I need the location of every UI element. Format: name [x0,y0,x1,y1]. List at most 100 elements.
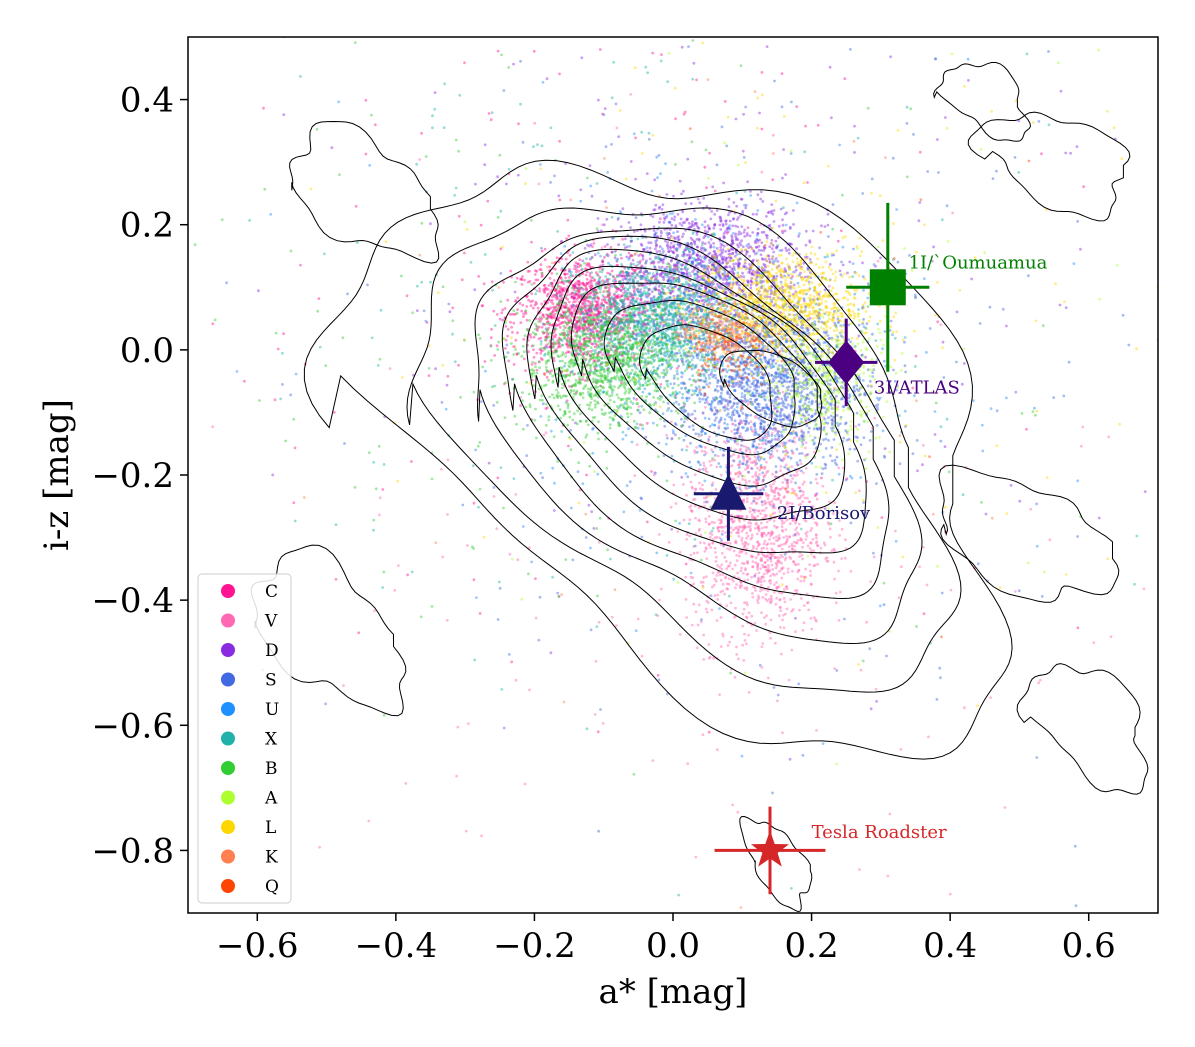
scatter-point [793,549,797,552]
scatter-point [806,601,809,605]
scatter-point [568,329,572,332]
scatter-point [756,525,760,529]
scatter-point [496,476,500,480]
scatter-point [744,468,747,471]
scatter-point [732,262,736,266]
scatter-point [1027,274,1030,278]
scatter-point [746,578,750,582]
scatter-point [837,569,840,573]
scatter-point [561,288,565,291]
scatter-point [848,260,852,264]
scatter-point [742,546,746,549]
scatter-point [707,656,711,660]
scatter-point [546,370,549,374]
scatter-point [620,274,623,278]
scatter-point [572,325,576,328]
scatter-point [587,308,590,311]
scatter-point [771,568,775,571]
scatter-point [669,241,673,245]
scatter-point [722,232,726,235]
scatter-point [603,317,606,320]
scatter-point [761,503,764,507]
scatter-point [464,829,468,833]
scatter-point [784,173,787,176]
scatter-point [554,348,558,352]
scatter-point [632,284,635,288]
scatter-point [611,302,615,306]
scatter-point [747,691,751,694]
scatter-point [393,589,397,592]
scatter-point [857,334,861,338]
scatter-point [591,327,595,330]
scatter-point [659,322,663,325]
scatter-point [707,241,711,244]
scatter-point [631,258,635,262]
scatter-point [744,568,747,572]
scatter-point [695,233,699,236]
scatter-point [731,224,735,228]
scatter-point [721,589,725,593]
scatter-point [602,223,606,227]
scatter-point [595,300,599,304]
scatter-point [404,782,408,785]
scatter-point [721,510,725,514]
scatter-point [596,359,600,363]
scatter-point [724,265,728,269]
scatter-point [849,569,853,573]
scatter-point [575,286,579,290]
scatter-point [509,269,512,273]
scatter-point [511,331,514,334]
scatter-point [549,306,553,310]
scatter-point [875,482,878,485]
scatter-point [813,556,817,559]
scatter-point [783,229,787,233]
scatter-point [633,474,637,477]
scatter-point [742,231,746,234]
scatter-point [735,218,739,221]
scatter-point [551,302,555,305]
scatter-point [728,542,732,545]
scatter-point [539,357,543,360]
scatter-point [775,410,779,414]
scatter-point [601,259,604,262]
scatter-point [608,284,612,288]
scatter-point [563,272,567,276]
scatter-point [761,595,765,599]
scatter-point [539,336,543,340]
scatter-point [596,333,600,337]
scatter-point [671,250,675,254]
scatter-point [746,279,750,283]
scatter-point [548,370,551,374]
scatter-point [774,641,777,645]
scatter-point [773,489,776,492]
scatter-point [836,239,840,243]
scatter-point [789,152,793,155]
scatter-point [689,254,693,257]
scatter-point [886,874,890,878]
scatter-point [752,508,755,512]
scatter-point [599,315,603,318]
scatter-point [732,549,736,553]
scatter-point [583,379,587,382]
scatter-point [751,544,755,548]
scatter-point [769,542,773,545]
scatter-point [606,361,610,365]
scatter-point [788,757,792,761]
scatter-point [619,289,623,292]
scatter-point [211,322,215,326]
scatter-point [542,433,546,437]
scatter-point [405,294,409,298]
scatter-point [729,531,733,534]
scatter-point [764,597,767,601]
scatter-point [509,320,512,324]
scatter-point [776,586,779,589]
scatter-point [773,583,776,586]
scatter-point [705,186,708,190]
scatter-point [784,463,788,467]
scatter-point [590,342,594,345]
scatter-point [704,469,708,472]
scatter-point [535,302,538,306]
scatter-point [646,317,650,321]
scatter-point [481,304,485,307]
scatter-point [554,288,558,292]
